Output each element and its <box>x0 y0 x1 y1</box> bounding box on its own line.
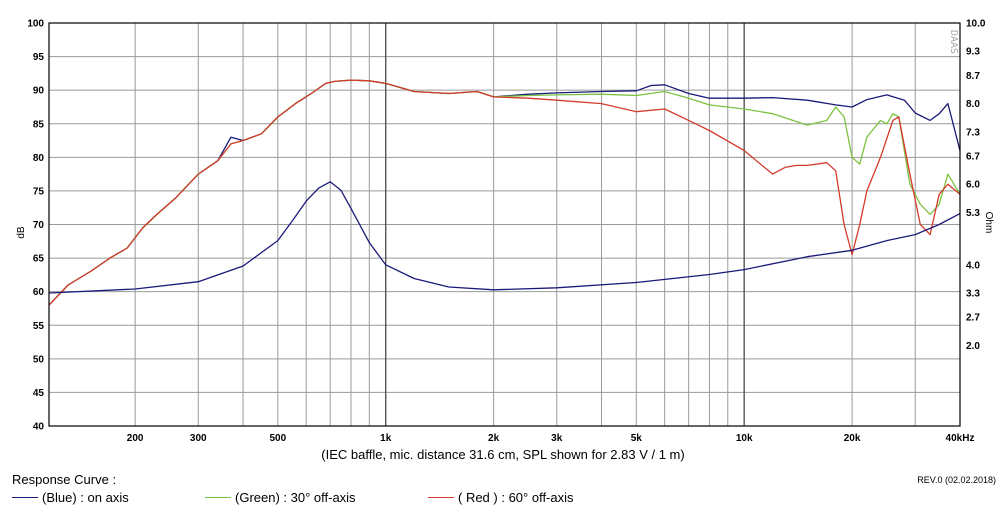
legend-item-blue: (Blue) : on axis <box>12 490 129 505</box>
legend-swatch-green <box>205 497 231 498</box>
y-left-tick-label: 45 <box>33 388 45 399</box>
y-right-tick-label: 10.0 <box>966 19 986 30</box>
axes: 40 45 50 55 60 65 70 75 80 85 90 95 100 2.0 2.7 3.3 4.0 5… <box>16 19 994 463</box>
x-tick-label: 500 <box>269 433 286 444</box>
y-left-tick-label: 80 <box>33 153 45 164</box>
y-right-tick-label: 7.3 <box>966 127 980 138</box>
legend-label-green: (Green) : 30° off-axis <box>235 490 356 505</box>
legend-swatch-blue <box>12 497 38 498</box>
x-tick-label: 300 <box>190 433 207 444</box>
x-tick-label: 40kHz <box>946 433 975 444</box>
y-right-tick-label: 2.7 <box>966 313 980 324</box>
y-right-tick-label: 4.0 <box>966 260 980 271</box>
legend-swatch-red <box>428 497 454 498</box>
y-right-tick-label: 6.0 <box>966 180 980 191</box>
x-tick-label: 200 <box>127 433 144 444</box>
y-left-axis-label: dB <box>16 226 27 239</box>
grid <box>49 22 961 427</box>
y-right-tick-label: 8.0 <box>966 99 980 110</box>
y-left-tick-label: 85 <box>33 119 45 130</box>
y-left-tick-label: 70 <box>33 220 45 231</box>
x-tick-label: 5k <box>631 433 643 444</box>
chart-caption: (IEC baffle, mic. distance 31.6 cm, SPL … <box>321 447 684 462</box>
x-tick-label: 20k <box>844 433 861 444</box>
y-left-tick-label: 60 <box>33 287 45 298</box>
legend-item-green: (Green) : 30° off-axis <box>205 490 356 505</box>
y-right-tick-label: 2.0 <box>966 341 980 352</box>
y-left-tick-label: 50 <box>33 354 45 365</box>
y-right-tick-label: 6.7 <box>966 151 980 162</box>
y-right-tick-label: 8.7 <box>966 71 980 82</box>
y-left-tick-label: 75 <box>33 186 45 197</box>
x-tick-label: 1k <box>380 433 392 444</box>
series-line-2 <box>48 79 961 306</box>
y-right-tick-label: 9.3 <box>966 47 980 58</box>
y-left-tick-label: 55 <box>33 321 45 332</box>
legend-item-red: ( Red ) : 60° off-axis <box>428 490 574 505</box>
legend-label-red: ( Red ) : 60° off-axis <box>458 490 574 505</box>
x-tick-label: 3k <box>551 433 563 444</box>
legend-title: Response Curve : <box>12 472 117 487</box>
series-line-3 <box>48 181 961 294</box>
y-right-tick-label: 5.3 <box>966 208 980 219</box>
y-left-tick-label: 100 <box>27 19 44 30</box>
y-left-tick-label: 40 <box>33 422 45 433</box>
y-left-tick-label: 65 <box>33 254 45 265</box>
legend-label-blue: (Blue) : on axis <box>42 490 129 505</box>
x-tick-label: 2k <box>488 433 500 444</box>
y-right-tick-label: 3.3 <box>966 289 980 300</box>
x-tick-label: 10k <box>736 433 753 444</box>
frequency-response-chart: 40 45 50 55 60 65 70 75 80 85 90 95 100 2.0 2.7 3.3 4.0 5… <box>16 19 994 463</box>
revision-label: REV.0 (02.02.2018) <box>917 475 996 485</box>
plot-frame <box>48 22 961 427</box>
watermark-logo: DAAS <box>948 30 959 54</box>
y-right-axis-label: Ohm <box>983 212 994 234</box>
series-layer <box>48 79 961 306</box>
y-left-tick-label: 95 <box>33 52 45 63</box>
y-left-tick-label: 90 <box>33 86 45 97</box>
